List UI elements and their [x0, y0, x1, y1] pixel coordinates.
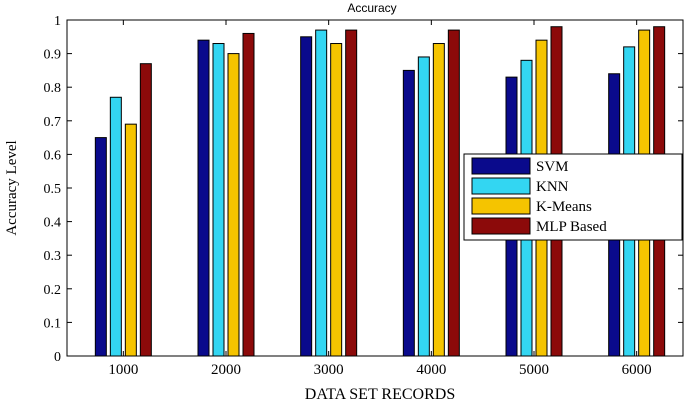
bar-k-means: [432, 43, 445, 357]
bar-k-means: [227, 53, 240, 357]
legend-label: MLP Based: [536, 219, 607, 235]
y-tick-label: 0.2: [44, 283, 62, 298]
bar-svm: [197, 39, 210, 357]
x-tick-label: 3000: [314, 362, 344, 378]
y-tick-label: 0.1: [44, 316, 62, 331]
bar-svm: [94, 137, 107, 357]
bar-knn: [109, 96, 122, 357]
y-tick-label: 0.6: [44, 148, 62, 163]
legend-swatch: [471, 177, 531, 195]
bar-mlp-based: [345, 29, 358, 357]
y-tick-label: 0.7: [44, 115, 62, 130]
legend-swatch: [471, 217, 531, 235]
bar-k-means: [124, 123, 137, 357]
y-tick-label: 0: [54, 350, 61, 365]
bar-svm: [300, 36, 313, 357]
bar-mlp-based: [447, 29, 460, 357]
x-tick-label: 4000: [416, 362, 446, 378]
chart-title: Accuracy: [347, 1, 396, 15]
legend: SVM KNN K-Means MLP Based: [463, 153, 683, 241]
legend-label: K-Means: [536, 199, 592, 215]
y-tick-label: 0.9: [44, 48, 62, 63]
y-tick-label: 0.3: [44, 249, 62, 264]
y-tick-label: 0.5: [44, 182, 62, 197]
legend-swatch: [471, 157, 531, 175]
bar-svm: [402, 69, 415, 357]
bar-mlp-based: [139, 63, 152, 357]
bar-knn: [212, 43, 225, 357]
y-tick-label: 0.8: [44, 81, 62, 96]
bar-k-means: [330, 43, 343, 357]
x-tick-label: 1000: [108, 362, 138, 378]
x-tick-label: 6000: [622, 362, 652, 378]
x-axis-label: DATA SET RECORDS: [305, 386, 455, 403]
legend-label: KNN: [536, 179, 569, 195]
y-tick-label: 0.4: [44, 216, 62, 231]
bar-knn: [315, 29, 328, 357]
legend-swatch: [471, 197, 531, 215]
bar-knn: [417, 56, 430, 357]
x-tick-label: 2000: [211, 362, 241, 378]
y-tick-label: 1: [54, 14, 61, 29]
x-tick-label: 5000: [519, 362, 549, 378]
legend-label: SVM: [536, 159, 569, 175]
bar-mlp-based: [242, 32, 255, 357]
y-axis-label: Accuracy Level: [4, 140, 20, 235]
